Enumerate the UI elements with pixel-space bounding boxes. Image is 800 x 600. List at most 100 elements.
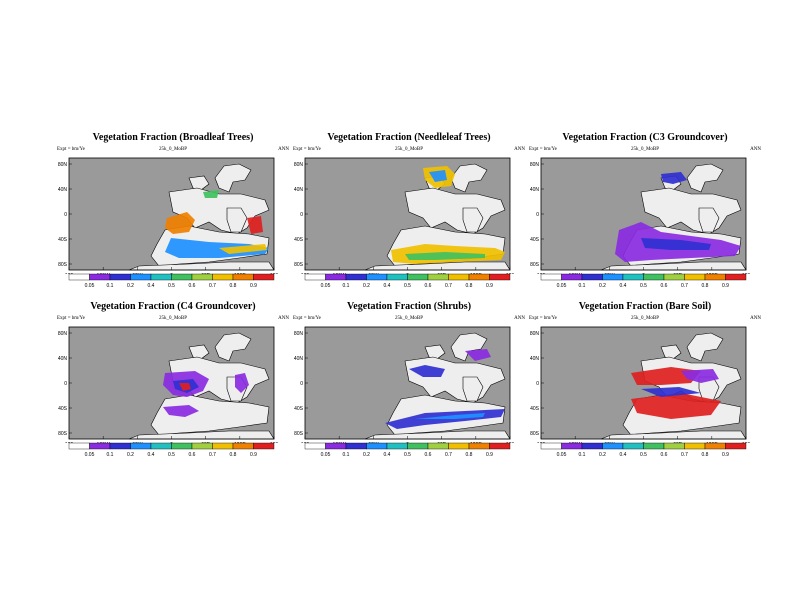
experiment-label: Expt = bm/Ye — [57, 147, 85, 152]
land-mass — [660, 344, 682, 360]
lon-tick-label: 120W — [97, 273, 110, 274]
lon-tick-label: 60W — [604, 273, 615, 274]
colorbar-swatch — [725, 273, 747, 281]
panel-title: Vegetation Fraction (C4 Groundcover) — [90, 301, 256, 312]
colorbar-label: 0.4 — [620, 452, 627, 458]
colorbar-swatch — [427, 442, 449, 450]
colorbar-label: 0.5 — [640, 452, 647, 458]
vegetation-field — [641, 387, 701, 397]
colorbar-label: 0.2 — [363, 452, 370, 458]
lon-tick-label: 180 — [537, 442, 546, 443]
lon-tick-label: 60E — [673, 273, 683, 274]
vegetation-field — [235, 373, 249, 393]
colorbar-swatch — [602, 273, 624, 281]
colorbar-label: 0.1 — [343, 283, 350, 289]
colorbar-label: 0.1 — [343, 452, 350, 458]
land-mass — [214, 163, 252, 193]
colorbar-swatch — [407, 273, 429, 281]
colorbar-swatch — [407, 442, 429, 450]
lon-tick-label: 60W — [368, 442, 379, 443]
lat-tick-label: 0 — [300, 212, 303, 218]
vegetation-field — [219, 244, 267, 254]
colorbar-label: 0.9 — [250, 452, 257, 458]
vegetation-field — [661, 172, 687, 184]
colorbar-swatch — [602, 442, 624, 450]
colorbar-swatch — [130, 273, 152, 281]
lat-tick-label: 80S — [294, 262, 304, 268]
colorbar-label: 0.6 — [661, 452, 668, 458]
colorbar-swatch — [468, 273, 490, 281]
colorbar-swatch — [212, 273, 234, 281]
lon-tick-label: 180 — [301, 442, 310, 443]
colorbar: 0.05 0.1 0.2 0.4 0.5 0.6 0.7 0.8 0.9 — [540, 273, 747, 289]
colorbar-swatch — [489, 442, 511, 450]
panel-broadleaf: Vegetation Fraction (Broadleaf Trees) Exp… — [55, 132, 291, 302]
panel-c3: Vegetation Fraction (C3 Groundcover) Expt… — [527, 132, 763, 302]
colorbar-label: 0.5 — [640, 283, 647, 289]
map-plot: 80N 40N 0 40S 80S 180 120W 60W 0 60E 120E 180 — [58, 157, 279, 274]
colorbar-swatch — [68, 273, 90, 281]
colorbar-label: 0.6 — [661, 283, 668, 289]
lon-tick-label: 180 — [742, 442, 751, 443]
lat-tick-label: 80S — [530, 262, 540, 268]
colorbar-swatch — [191, 273, 213, 281]
colorbar-label: 0.6 — [189, 283, 196, 289]
colorbar-label: 0.6 — [425, 283, 432, 289]
colorbar-label: 0.8 — [702, 452, 709, 458]
case-label: 25k_0_MoBP — [630, 316, 660, 321]
colorbar-swatch — [366, 442, 388, 450]
colorbar: 0.05 0.1 0.2 0.4 0.5 0.6 0.7 0.8 0.9 — [304, 273, 511, 289]
lon-tick-label: 180 — [742, 273, 751, 274]
lon-tick-label: 60W — [368, 273, 379, 274]
colorbar-swatch — [540, 273, 562, 281]
vegetation-field — [163, 405, 199, 417]
land-mass — [226, 207, 248, 233]
colorbar-swatch — [622, 273, 644, 281]
colorbar-swatch — [109, 273, 131, 281]
colorbar-swatch — [427, 273, 449, 281]
colorbar-swatch — [684, 273, 706, 281]
map-plot: 80N 40N 0 40S 80S 180 120W 60W 0 60E 120E 180 — [58, 326, 278, 443]
lon-tick-label: 0 — [170, 273, 173, 274]
lon-tick-label: 60W — [132, 442, 143, 443]
colorbar-label: 0.05 — [85, 283, 95, 289]
colorbar-label: 0.4 — [148, 452, 155, 458]
colorbar-swatch — [663, 273, 685, 281]
vegetation-field — [165, 212, 195, 234]
colorbar-label: 0.9 — [722, 283, 729, 289]
lat-tick-label: 80N — [58, 162, 68, 168]
colorbar-swatch — [130, 442, 152, 450]
vegetation-field — [165, 238, 269, 258]
colorbar-label: 0.6 — [189, 452, 196, 458]
land-mass — [462, 207, 484, 233]
vegetation-field — [405, 252, 485, 260]
colorbar-swatch — [448, 273, 470, 281]
lon-tick-label: 120E — [470, 273, 482, 274]
vegetation-field — [641, 238, 711, 250]
colorbar-label: 0.05 — [321, 283, 331, 289]
lon-tick-label: 120W — [333, 273, 346, 274]
lat-tick-label: 0 — [536, 212, 539, 218]
colorbar-label: 0.9 — [486, 283, 493, 289]
experiment-label: Expt = bm/Ye — [529, 316, 557, 321]
lon-tick-label: 60E — [201, 273, 211, 274]
lat-tick-label: 40N — [530, 187, 540, 193]
land-mass — [150, 394, 270, 436]
lon-tick-label: 60E — [437, 273, 447, 274]
colorbar-label: 0.8 — [702, 283, 709, 289]
colorbar-swatch — [622, 442, 644, 450]
lon-tick-label: 180 — [270, 273, 279, 274]
colorbar-swatch — [253, 442, 275, 450]
lon-tick-label: 60W — [604, 442, 615, 443]
colorbar-label: 0.6 — [425, 452, 432, 458]
land-mass — [188, 344, 210, 360]
colorbar-label: 0.4 — [620, 283, 627, 289]
lat-tick-label: 80N — [530, 331, 540, 337]
vegetation-field — [465, 349, 491, 361]
colorbar-swatch — [643, 273, 665, 281]
case-label: 25k_0_MoBP — [158, 316, 188, 321]
colorbar-swatch — [581, 442, 603, 450]
lon-tick-label: 60W — [132, 273, 143, 274]
lat-tick-label: 80S — [530, 431, 540, 437]
colorbar-swatch — [191, 442, 213, 450]
